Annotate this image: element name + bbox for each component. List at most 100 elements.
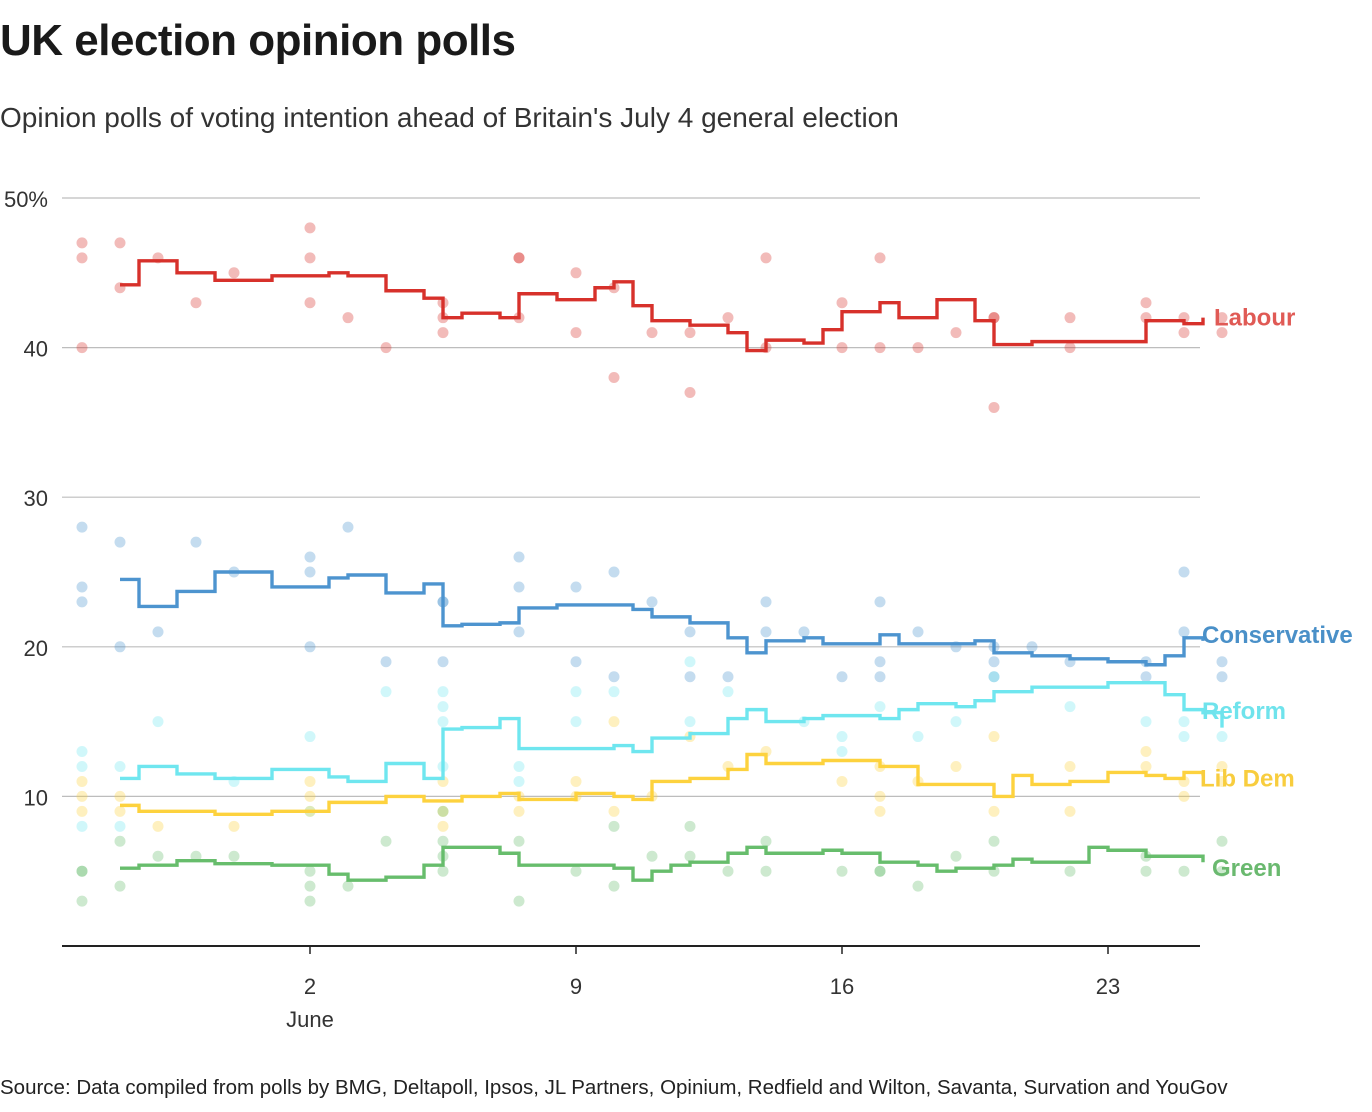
lib-dem-poll-dot: [1216, 775, 1228, 787]
lib-dem-poll-dot: [950, 760, 962, 772]
labour-poll-dot: [76, 252, 88, 264]
reform-poll-dot: [304, 731, 316, 743]
lib-dem-poll-dot: [988, 805, 1000, 817]
green-poll-dot: [1178, 865, 1190, 877]
y-tick-label: 20: [24, 636, 48, 661]
reform-poll-dot: [874, 701, 886, 713]
green-poll-dot: [76, 865, 88, 877]
green-poll-dot: [760, 835, 772, 847]
reform-poll-dot: [836, 731, 848, 743]
labour-poll-dot: [836, 342, 848, 354]
labour-series-label: Labour: [1214, 305, 1295, 332]
conservative-poll-dot: [836, 671, 848, 683]
conservative-poll-dot: [1216, 656, 1228, 668]
lib-dem-poll-dot: [76, 790, 88, 802]
conservative-poll-dot: [988, 671, 1000, 683]
reform-poll-dot: [950, 716, 962, 728]
conservative-poll-dot: [513, 626, 525, 638]
labour-poll-dot: [874, 342, 886, 354]
conservative-poll-dot: [874, 656, 886, 668]
reform-poll-dot: [76, 760, 88, 772]
labour-trend-line: [120, 259, 1205, 353]
conservative-poll-dot: [342, 521, 354, 533]
conservative-poll-dot: [1140, 671, 1152, 683]
labour-poll-dot: [570, 327, 582, 339]
conservative-poll-dot: [988, 656, 1000, 668]
gridlines: [62, 197, 1200, 798]
green-poll-dot: [437, 865, 449, 877]
labour-poll-dot: [304, 252, 316, 264]
reform-trend-line: [120, 681, 1224, 784]
lib-dem-poll-dot: [608, 716, 620, 728]
labour-poll-dot: [912, 342, 924, 354]
conservative-poll-dot: [114, 641, 126, 653]
conservative-poll-dot: [1178, 626, 1190, 638]
reform-poll-dot: [1178, 716, 1190, 728]
conservative-poll-dot: [437, 656, 449, 668]
green-poll-dot: [513, 835, 525, 847]
reform-poll-dot: [988, 671, 1000, 683]
x-tick-label: 23: [1096, 974, 1120, 999]
lib-dem-poll-dot: [988, 731, 1000, 743]
lib-dem-poll-dot: [76, 805, 88, 817]
conservative-poll-dot: [798, 626, 810, 638]
lib-dem-poll-dot: [304, 790, 316, 802]
green-poll-dot: [342, 880, 354, 892]
y-tick-label: 40: [24, 337, 48, 362]
conservative-poll-dot: [874, 596, 886, 608]
green-poll-dot: [304, 865, 316, 877]
labour-poll-dot: [760, 252, 772, 264]
chart-title: UK election opinion polls: [0, 16, 516, 65]
green-poll-dot: [114, 880, 126, 892]
green-poll-dot: [722, 865, 734, 877]
conservative-poll-dot: [76, 596, 88, 608]
green-poll-dot: [570, 865, 582, 877]
green-poll-dot: [912, 880, 924, 892]
conservative-poll-dot: [760, 626, 772, 638]
conservative-poll-dot: [570, 581, 582, 593]
green-trend-line: [120, 845, 1205, 882]
conservative-poll-dot: [608, 566, 620, 578]
labour-poll-dot: [513, 252, 525, 264]
reform-poll-dot: [437, 716, 449, 728]
reform-poll-dot: [836, 746, 848, 758]
reform-poll-dot: [513, 760, 525, 772]
labour-poll-dot: [190, 297, 202, 309]
green-poll-dot: [646, 850, 658, 862]
lib-dem-poll-dot: [836, 775, 848, 787]
conservative-poll-dot: [76, 521, 88, 533]
labour-poll-dot: [513, 252, 525, 264]
conservative-poll-dot: [684, 626, 696, 638]
conservative-poll-dot: [608, 671, 620, 683]
reform-poll-dot: [912, 731, 924, 743]
green-poll-dot: [380, 835, 392, 847]
lib-dem-poll-dot: [570, 775, 582, 787]
labour-poll-dot: [342, 312, 354, 324]
conservative-poll-dot: [1216, 671, 1228, 683]
x-tick-sublabel: June: [286, 1007, 334, 1032]
labour-poll-dot: [1216, 327, 1228, 339]
reform-poll-dot: [152, 716, 164, 728]
green-poll-dot: [437, 805, 449, 817]
green-poll-dot: [836, 865, 848, 877]
conservative-poll-dot: [646, 596, 658, 608]
source-note: Source: Data compiled from polls by BMG,…: [0, 1076, 1228, 1099]
conservative-poll-dot: [1026, 641, 1038, 653]
lib-dem-poll-dot: [1064, 805, 1076, 817]
labour-poll-dot: [228, 267, 240, 279]
reform-poll-dot: [684, 716, 696, 728]
x-tick-label: 16: [830, 974, 854, 999]
reform-poll-dot: [570, 716, 582, 728]
reform-poll-dot: [684, 656, 696, 668]
conservative-poll-dot: [190, 536, 202, 548]
lib-dem-poll-dot: [152, 820, 164, 832]
lib-dem-poll-dot: [228, 820, 240, 832]
poll-dots: [76, 222, 1228, 907]
labour-poll-dot: [608, 372, 620, 384]
conservative-poll-dot: [1178, 566, 1190, 578]
green-poll-dot: [114, 835, 126, 847]
green-poll-dot: [950, 850, 962, 862]
reform-poll-dot: [1178, 731, 1190, 743]
green-poll-dot: [874, 865, 886, 877]
labour-poll-dot: [570, 267, 582, 279]
